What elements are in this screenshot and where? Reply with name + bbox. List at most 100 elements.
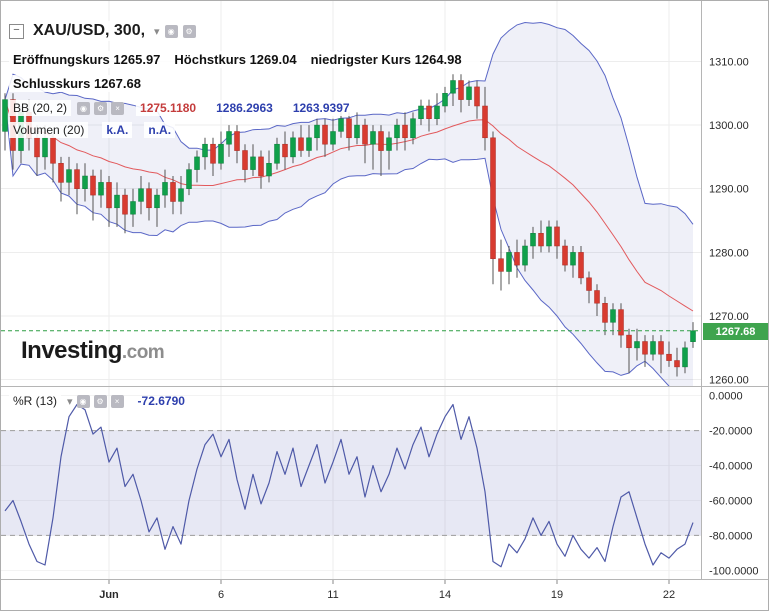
legend-collapse-button[interactable]: − (9, 23, 24, 39)
williams-r-chart[interactable] (1, 387, 701, 579)
gear-icon[interactable]: ⚙ (182, 24, 196, 38)
williams-r-tick-label: -100.0000 (709, 565, 759, 577)
eye-icon[interactable]: ◉ (164, 24, 178, 38)
ohlc-readout-line2: Schlusskurs 1267.68 (9, 75, 159, 92)
candle-body (354, 124, 360, 139)
candle-body (138, 188, 144, 202)
chevron-down-icon[interactable]: ▾ (154, 25, 160, 38)
symbol-title[interactable]: XAU/USD, 300, (29, 21, 150, 41)
williams-r-axis[interactable]: 0.0000 -20.0000 -40.0000 -60.0000 -80.0000 -1… (701, 387, 768, 579)
price-tick-label: 1280.00 (709, 247, 749, 259)
open-label: Eröffnungskurs (13, 52, 110, 67)
candle-body (514, 252, 520, 266)
candle-body (394, 124, 400, 139)
candle-body (82, 175, 88, 189)
candle-body (594, 290, 600, 304)
candle-body (66, 169, 72, 183)
candle-body (162, 182, 168, 196)
candle-body (282, 143, 288, 158)
price-tick-label: 1310.00 (709, 57, 749, 69)
chevron-down-icon[interactable]: ▾ (67, 395, 73, 408)
candle-body (658, 341, 664, 355)
candle-body (450, 80, 456, 94)
candle-body (218, 143, 224, 164)
candle-body (386, 137, 392, 151)
gear-icon[interactable]: ⚙ (93, 394, 107, 408)
candle-body (170, 182, 176, 202)
logo-brand: Investing (21, 337, 122, 364)
candle-body (258, 156, 264, 177)
low-value: 1264.98 (414, 52, 462, 67)
overbought-oversold-band (1, 430, 701, 536)
candle-body (178, 188, 184, 202)
candle-body (250, 156, 256, 170)
candle-body (370, 131, 376, 145)
date-tick-label: Jun (99, 589, 119, 601)
time-axis-labels: Jun 6 11 14 19 22 (99, 580, 675, 601)
candle-body (570, 252, 576, 266)
candle-body (546, 226, 552, 247)
candle-body (34, 137, 40, 158)
bollinger-fill (5, 22, 693, 386)
candle-body (674, 360, 680, 368)
low-label: niedrigster Kurs (310, 52, 411, 67)
eye-icon[interactable]: ◉ (77, 101, 91, 115)
candle-body (58, 163, 64, 183)
candle-body (106, 182, 112, 209)
eye-icon[interactable]: ◉ (76, 394, 90, 408)
candle-body (522, 245, 528, 266)
candle-body (2, 99, 8, 132)
price-axis[interactable]: 1310.00 1300.00 1290.00 1280.00 1270.00 1260.… (701, 1, 768, 386)
candle-body (50, 137, 56, 164)
candle-body (634, 341, 640, 349)
bollinger-label[interactable]: BB (20, 2) (9, 100, 72, 116)
open-value: 1265.97 (113, 52, 161, 67)
high-label: Höchstkurs (174, 52, 246, 67)
candle-body (402, 124, 408, 139)
candle-body (146, 188, 152, 209)
candle-body (418, 105, 424, 119)
williams-r-tick-label: -60.0000 (709, 496, 752, 508)
candle-body (42, 137, 48, 158)
candle-body (98, 182, 104, 196)
candle-body (338, 118, 344, 132)
williams-r-label[interactable]: %R (13) (9, 393, 62, 409)
time-axis[interactable]: Jun 6 11 14 19 22 (1, 580, 768, 610)
candle-body (682, 347, 688, 368)
candle-body (226, 131, 232, 145)
price-panel: 1310.00 1300.00 1290.00 1280.00 1270.00 1260.… (1, 1, 768, 387)
candle-body (130, 201, 136, 215)
candle-body (490, 137, 496, 259)
candle-body (602, 303, 608, 323)
volume-value: k.A. (102, 122, 133, 138)
candle-body (530, 233, 536, 247)
close-icon[interactable]: × (110, 394, 124, 408)
candle-body (298, 137, 304, 151)
candle-body (234, 131, 240, 151)
ohlc-readout-line1: Eröffnungskurs 1265.97 Höchstkurs 1269.0… (9, 51, 480, 68)
candle-body (242, 150, 248, 170)
gear-icon[interactable]: ⚙ (94, 101, 108, 115)
candle-body (74, 169, 80, 189)
williams-r-legend: %R (13) ▾ ◉ ⚙ × -72.6790 (9, 393, 185, 409)
candle-body (322, 124, 328, 145)
candle-body (562, 245, 568, 266)
williams-r-tick-label: -20.0000 (709, 426, 752, 438)
date-tick-label: 6 (218, 589, 224, 601)
date-tick-label: 19 (551, 589, 563, 601)
candle-body (274, 143, 280, 164)
candle-body (586, 277, 592, 291)
candle-body (498, 258, 504, 272)
bollinger-lower-line (4, 99, 670, 386)
candle-body (458, 80, 464, 100)
volume-indicator-label[interactable]: Volumen (20) (9, 122, 89, 138)
candle-body (90, 175, 96, 196)
candle-body (554, 226, 560, 247)
close-label: Schlusskurs (13, 76, 91, 91)
candle-body (690, 330, 696, 342)
close-icon[interactable]: × (111, 101, 125, 115)
williams-r-axis-labels: 0.0000 -20.0000 -40.0000 -60.0000 -80.0000 -1… (709, 391, 759, 578)
candle-body (410, 118, 416, 139)
date-tick-label: 14 (439, 589, 451, 601)
candle-body (330, 131, 336, 145)
